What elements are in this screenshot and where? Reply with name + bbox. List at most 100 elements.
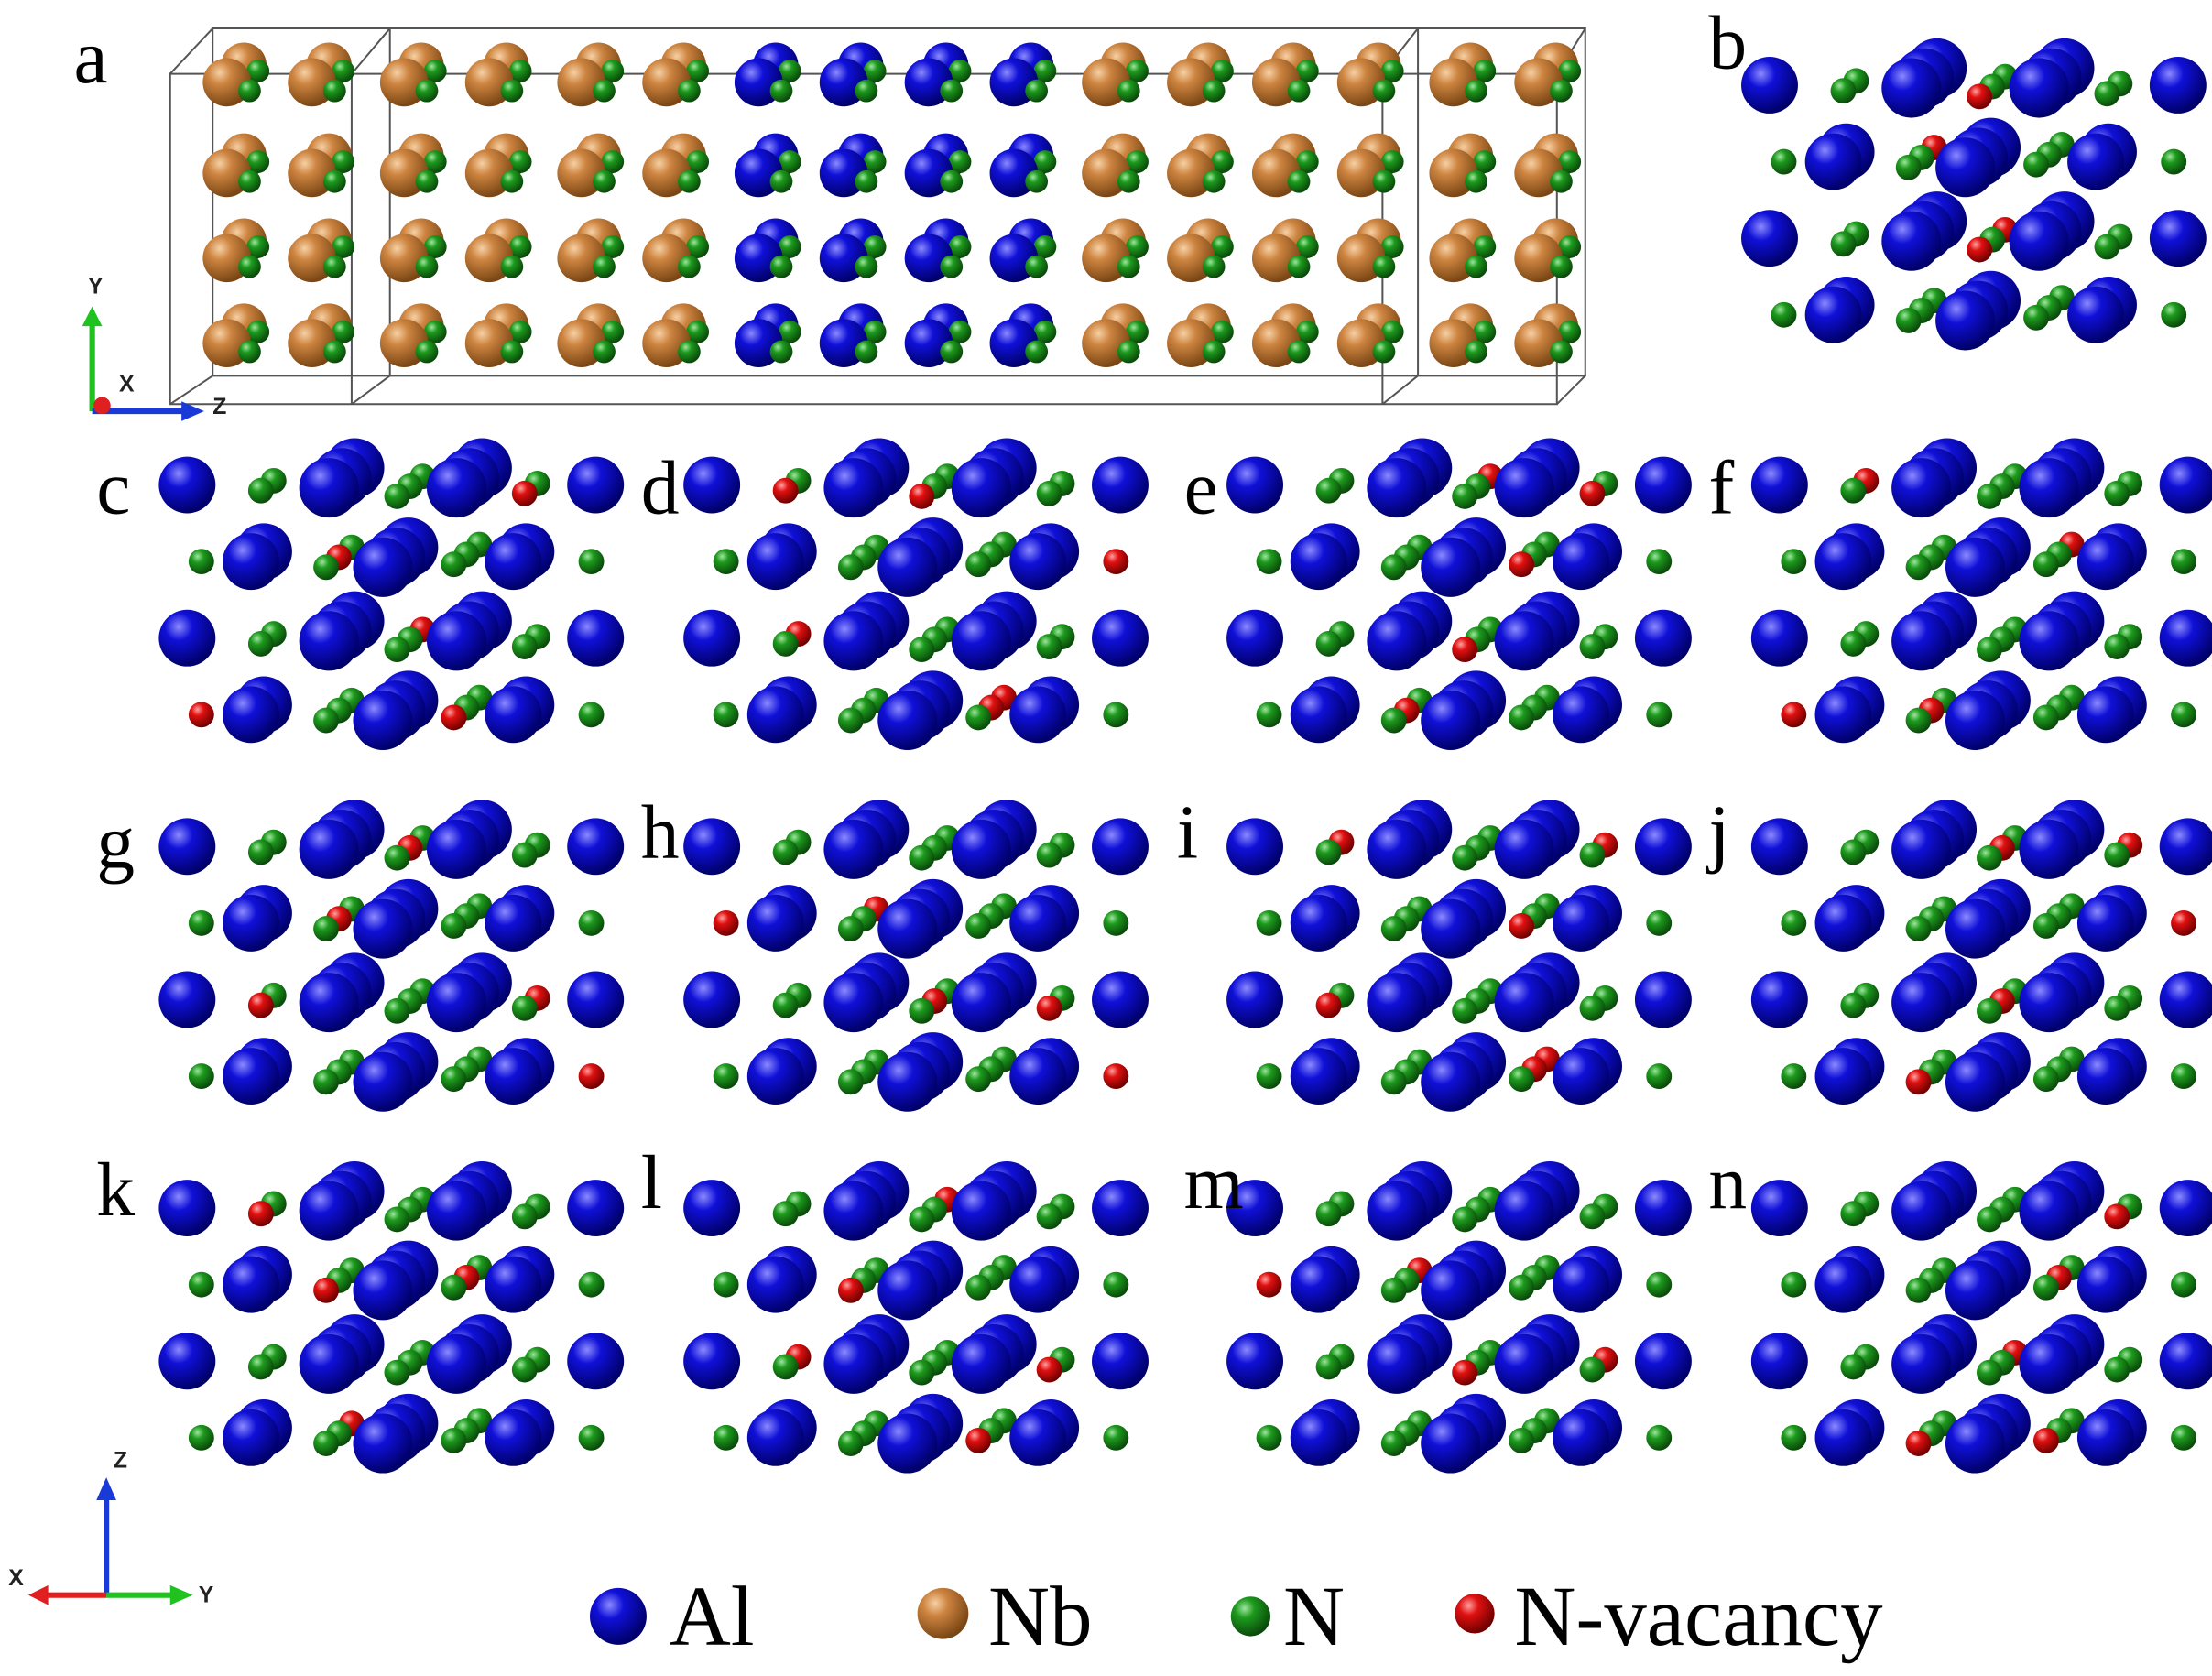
atom: [951, 458, 1011, 518]
legend-label: Nb: [988, 1570, 1093, 1664]
atom: [1840, 992, 1867, 1018]
panel-label: l: [641, 1141, 662, 1225]
atom: [2104, 480, 2130, 506]
atom: [2104, 1356, 2130, 1383]
atom: [384, 1206, 410, 1233]
atom: [1103, 909, 1129, 936]
atom: [158, 971, 216, 1028]
atom: [2159, 609, 2212, 667]
panel-label: i: [1177, 791, 1198, 876]
atom: [1380, 1431, 1407, 1456]
atom: [313, 1277, 339, 1303]
atom: [1380, 235, 1404, 258]
legend-label: N-vacancy: [1514, 1570, 1883, 1664]
atom: [965, 1428, 992, 1453]
atom: [683, 1333, 741, 1390]
atom: [2019, 458, 2079, 518]
axis-label: Y: [88, 275, 104, 299]
atom: [1372, 255, 1396, 278]
atom: [332, 60, 355, 82]
atom: [415, 255, 439, 278]
atom: [1295, 235, 1319, 258]
atom: [322, 255, 346, 278]
atom: [1945, 691, 2005, 751]
atom: [601, 235, 625, 258]
panel-label: g: [96, 801, 135, 886]
atom: [823, 611, 884, 671]
atom: [823, 1181, 884, 1241]
atom: [1211, 150, 1234, 173]
atom: [485, 686, 542, 744]
atom: [593, 340, 616, 364]
atom: [508, 60, 532, 82]
atom: [1033, 320, 1057, 343]
atom: [863, 235, 887, 258]
atom: [322, 169, 346, 193]
atom: [909, 844, 935, 871]
atom: [313, 916, 339, 942]
atom: [772, 839, 799, 865]
atom: [423, 320, 447, 343]
atom: [877, 898, 938, 959]
atom: [2023, 304, 2049, 331]
atom: [1814, 1409, 1872, 1466]
atom: [1977, 637, 2002, 663]
atom: [1830, 231, 1857, 257]
atom: [1211, 320, 1234, 343]
atom: [2009, 211, 2069, 271]
atom: [778, 60, 801, 82]
atom: [1494, 819, 1554, 879]
atom: [1025, 255, 1049, 278]
atom: [601, 60, 625, 82]
panel-label: c: [96, 446, 130, 530]
supercell-box: [169, 27, 1586, 406]
atom: [1771, 301, 1797, 328]
atom: [1117, 340, 1140, 364]
atom: [1905, 554, 1932, 581]
atom: [1781, 1424, 1807, 1451]
atom: [1553, 533, 1610, 591]
atom: [877, 1051, 938, 1112]
atom: [1905, 707, 1932, 734]
atom: [2161, 301, 2187, 328]
atom: [1380, 554, 1407, 581]
atom: [1550, 169, 1573, 193]
atom: [683, 1180, 741, 1237]
atom: [1553, 1256, 1610, 1313]
atom: [1290, 686, 1347, 744]
atom: [1036, 1203, 1062, 1230]
atom: [1036, 995, 1062, 1021]
atom: [423, 60, 447, 82]
atom: [485, 1048, 542, 1105]
atom: [158, 1333, 216, 1390]
atom: [1465, 79, 1487, 103]
atom: [965, 1066, 992, 1093]
atom: [1290, 1256, 1347, 1313]
atom: [877, 691, 938, 751]
atom: [1117, 169, 1140, 193]
panel-label: f: [1708, 446, 1734, 530]
atom: [511, 995, 538, 1021]
atom: [188, 1424, 214, 1451]
atom: [223, 1409, 279, 1466]
atom: [686, 235, 710, 258]
atom: [863, 150, 887, 173]
atom: [426, 1333, 486, 1394]
atom: [1804, 133, 1862, 190]
atom: [2171, 549, 2196, 575]
atom: [246, 235, 270, 258]
atom: [855, 79, 878, 103]
atom: [423, 150, 447, 173]
atom: [1494, 1181, 1554, 1241]
atom: [2161, 148, 2187, 175]
atom: [1814, 1048, 1872, 1105]
atom: [1202, 169, 1226, 193]
atom: [1509, 1066, 1535, 1093]
atom: [1750, 1180, 1808, 1237]
atom: [223, 533, 279, 591]
atom: [567, 1333, 625, 1390]
atom: [1840, 1354, 1867, 1380]
atom: [1372, 340, 1396, 364]
atom: [778, 320, 801, 343]
